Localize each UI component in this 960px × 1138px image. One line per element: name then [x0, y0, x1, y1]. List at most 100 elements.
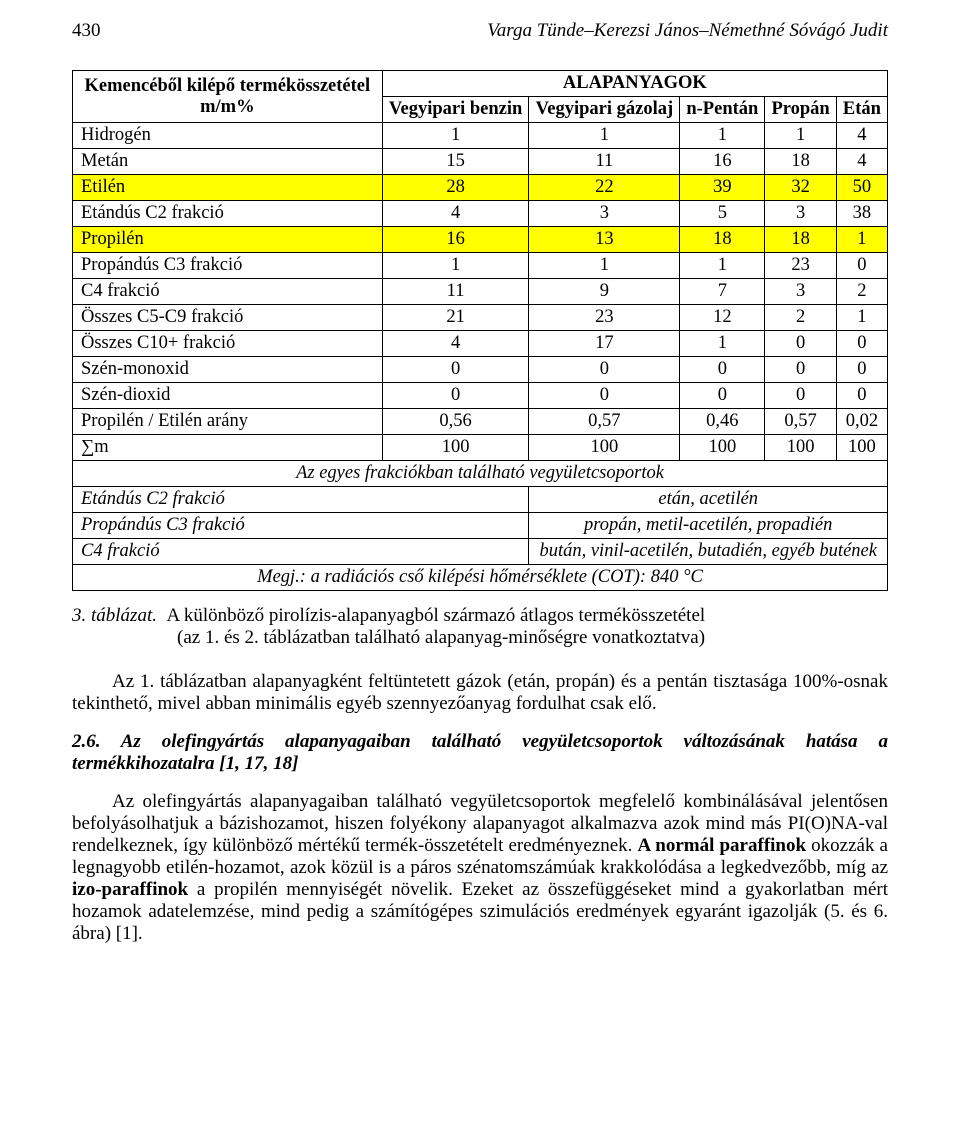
cell: 1: [382, 123, 529, 149]
cell: 0: [680, 383, 765, 409]
cell: 0: [836, 253, 887, 279]
cell: 16: [680, 149, 765, 175]
col-header: Vegyipari gázolaj: [529, 97, 680, 123]
cell: 100: [529, 435, 680, 461]
cell: 0,02: [836, 409, 887, 435]
cell: 32: [765, 175, 836, 201]
cell: 1: [529, 253, 680, 279]
subheading: 2.6. Az olefingyártás alapanyagaiban tal…: [72, 731, 888, 775]
p2-e: a propilén mennyiségét növelik. Ezeket a…: [72, 879, 888, 944]
table-row: C4 frakció119732: [73, 279, 888, 305]
cell: 1: [680, 123, 765, 149]
table-row: ∑m100100100100100: [73, 435, 888, 461]
table-row: Propilén / Etilén arány0,560,570,460,570…: [73, 409, 888, 435]
cell: 0: [836, 331, 887, 357]
cell: 4: [836, 149, 887, 175]
table-row: Összes C5-C9 frakció21231221: [73, 305, 888, 331]
page-number: 430: [72, 20, 101, 42]
table-caption: 3. táblázat. A különböző pirolízis-alapa…: [72, 605, 888, 649]
cell: 0,57: [765, 409, 836, 435]
composition-table: Kemencéből kilépő termékösszetétel m/m% …: [72, 70, 888, 591]
row-header-label: Kemencéből kilépő termékösszetétel m/m%: [73, 71, 383, 123]
cell: 3: [529, 201, 680, 227]
cell: 3: [765, 201, 836, 227]
cell: 100: [836, 435, 887, 461]
cell: 50: [836, 175, 887, 201]
cell: 0,56: [382, 409, 529, 435]
cell: 0: [765, 331, 836, 357]
table-row: Összes C10+ frakció417100: [73, 331, 888, 357]
cell: 1: [382, 253, 529, 279]
group-label: C4 frakció: [73, 539, 529, 565]
row-label: Etilén: [73, 175, 383, 201]
row-label: Összes C5-C9 frakció: [73, 305, 383, 331]
cell: 4: [382, 201, 529, 227]
cell: 0,46: [680, 409, 765, 435]
cell: 18: [765, 149, 836, 175]
running-header: 430 Varga Tünde–Kerezsi János–Némethné S…: [72, 20, 888, 42]
row-label: Propilén: [73, 227, 383, 253]
col-header: n-Pentán: [680, 97, 765, 123]
cell: 12: [680, 305, 765, 331]
row-label: Propilén / Etilén arány: [73, 409, 383, 435]
row-label: Hidrogén: [73, 123, 383, 149]
cell: 21: [382, 305, 529, 331]
cell: 0: [765, 383, 836, 409]
cell: 38: [836, 201, 887, 227]
row-label: Metán: [73, 149, 383, 175]
table-note: Megj.: a radiációs cső kilépési hőmérsék…: [73, 565, 888, 591]
cell: 1: [836, 227, 887, 253]
cell: 23: [529, 305, 680, 331]
table-row: Propándús C3 frakció111230: [73, 253, 888, 279]
table-row: Metán151116184: [73, 149, 888, 175]
groups-header: Az egyes frakciókban található vegyületc…: [73, 461, 888, 487]
cell: 4: [836, 123, 887, 149]
cell: 100: [680, 435, 765, 461]
cell: 23: [765, 253, 836, 279]
cell: 0: [836, 357, 887, 383]
running-title: Varga Tünde–Kerezsi János–Némethné Sóvág…: [487, 20, 888, 42]
cell: 7: [680, 279, 765, 305]
caption-number: 3. táblázat.: [72, 605, 157, 626]
table-row: Etándús C2 frakció435338: [73, 201, 888, 227]
row-label: Összes C10+ frakció: [73, 331, 383, 357]
cell: 0: [529, 383, 680, 409]
cell: 18: [680, 227, 765, 253]
table-row: Szén-monoxid00000: [73, 357, 888, 383]
col-header: Etán: [836, 97, 887, 123]
row-label: C4 frakció: [73, 279, 383, 305]
table-row: Propándús C3 frakciópropán, metil-acetil…: [73, 513, 888, 539]
table-row: Etándús C2 frakcióetán, acetilén: [73, 487, 888, 513]
caption-text-1: A különböző pirolízis-alapanyagból szárm…: [166, 605, 705, 626]
cell: 18: [765, 227, 836, 253]
paragraph-2: Az olefingyártás alapanyagaiban találhat…: [72, 791, 888, 945]
table-row: Etilén2822393250: [73, 175, 888, 201]
cell: 1: [836, 305, 887, 331]
cell: 1: [680, 253, 765, 279]
cell: 22: [529, 175, 680, 201]
p2-d: izo-paraffinok: [72, 879, 188, 900]
cell: 2: [765, 305, 836, 331]
cell: 0: [382, 383, 529, 409]
cell: 17: [529, 331, 680, 357]
cell: 0: [836, 383, 887, 409]
cell: 1: [529, 123, 680, 149]
cell: 100: [765, 435, 836, 461]
cell: 0: [382, 357, 529, 383]
cell: 4: [382, 331, 529, 357]
cell: 39: [680, 175, 765, 201]
cell: 2: [836, 279, 887, 305]
cell: 11: [529, 149, 680, 175]
col-header: Vegyipari benzin: [382, 97, 529, 123]
row-label: Szén-dioxid: [73, 383, 383, 409]
cell: 15: [382, 149, 529, 175]
cell: 11: [382, 279, 529, 305]
cell: 16: [382, 227, 529, 253]
col-header: Propán: [765, 97, 836, 123]
paragraph-1: Az 1. táblázatban alapanyagként feltünte…: [72, 671, 888, 715]
group-label: Propándús C3 frakció: [73, 513, 529, 539]
table-row: Hidrogén11114: [73, 123, 888, 149]
group-header: ALAPANYAGOK: [382, 71, 887, 97]
cell: 1: [680, 331, 765, 357]
cell: 3: [765, 279, 836, 305]
